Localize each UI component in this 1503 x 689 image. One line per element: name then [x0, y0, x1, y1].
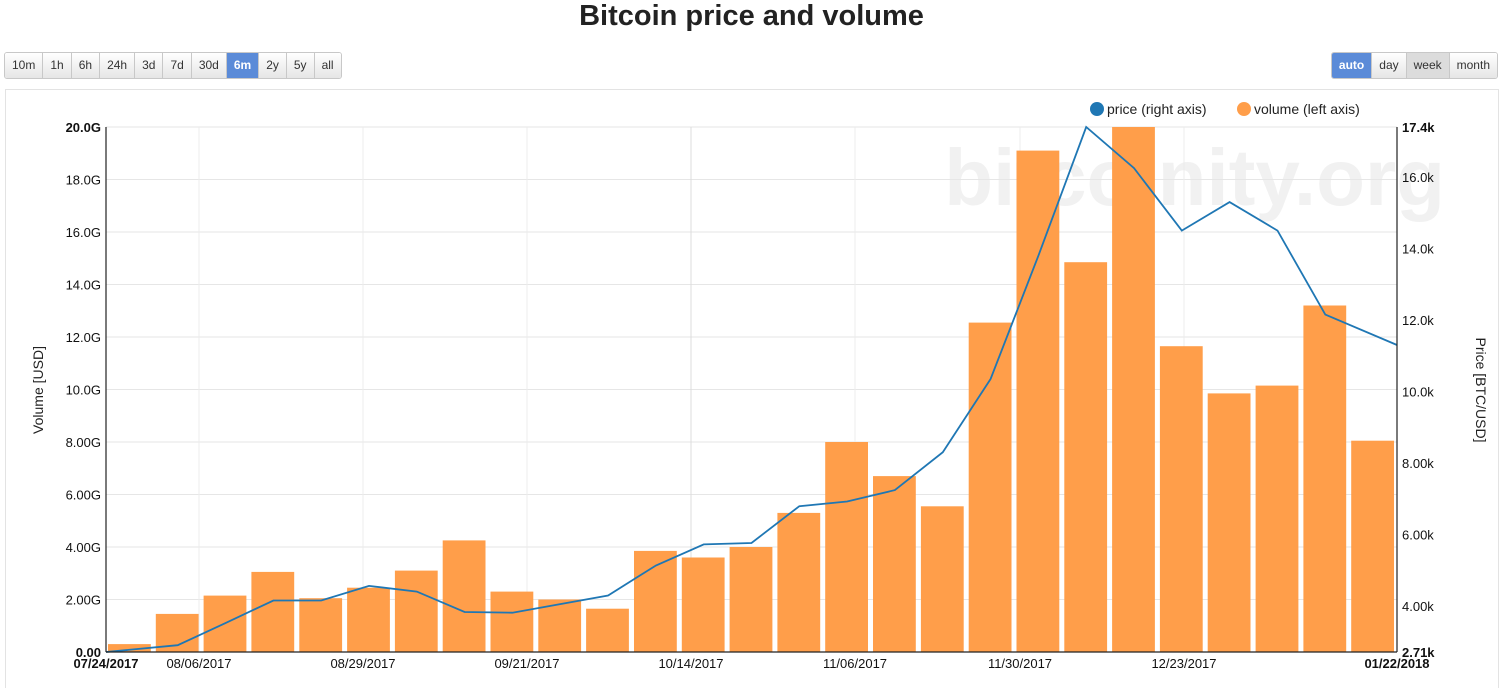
- range-button-7d[interactable]: 7d: [162, 53, 191, 78]
- range-button-24h[interactable]: 24h: [99, 53, 135, 78]
- volume-bar: [873, 476, 916, 652]
- y-tick-label: 18.0G: [66, 173, 101, 188]
- group-button-week[interactable]: week: [1405, 53, 1449, 78]
- range-button-3d[interactable]: 3d: [134, 53, 163, 78]
- range-button-5y[interactable]: 5y: [285, 53, 314, 78]
- time-range-selector: 10m 1h 6h 24h 3d 7d 30d 6m 2y 5y all: [4, 52, 342, 79]
- axes: 0.00 2.00G 4.00G 6.00G 8.00G 10.0G 12.0G 14.0G 1…: [30, 120, 1489, 671]
- volume-bar: [538, 599, 582, 652]
- range-button-1h[interactable]: 1h: [42, 53, 71, 78]
- legend: price (right axis) volume (left axis): [1090, 101, 1360, 117]
- y2-tick-label: 6.00k: [1402, 527, 1434, 542]
- y2-tick-label: 12.0k: [1402, 313, 1434, 328]
- y-tick-label: 12.0G: [66, 330, 101, 345]
- range-button-30d[interactable]: 30d: [190, 53, 226, 78]
- y2-tick-label: 14.0k: [1402, 242, 1434, 257]
- y2-tick-label: 17.4k: [1402, 120, 1435, 135]
- legend-volume-label: volume (left axis): [1254, 101, 1360, 117]
- y2-tick-label: 8.00k: [1402, 456, 1434, 471]
- range-button-all[interactable]: all: [313, 53, 341, 78]
- y-tick-label: 4.00G: [66, 540, 101, 555]
- volume-bar: [108, 644, 151, 652]
- x-tick-label: 10/14/2017: [658, 656, 723, 671]
- y-tick-label: 6.00G: [66, 488, 101, 503]
- y2-tick-label: 2.71k: [1402, 645, 1435, 660]
- y2-axis-title: Price [BTC/USD]: [1473, 337, 1489, 442]
- volume-bar: [920, 506, 964, 652]
- volume-bar: [1255, 385, 1299, 652]
- group-button-day[interactable]: day: [1371, 53, 1406, 78]
- y-tick-label: 8.00G: [66, 435, 101, 450]
- volume-bar: [1159, 346, 1203, 652]
- grouping-selector: auto day week month: [1330, 52, 1498, 79]
- x-tick-label: 08/29/2017: [330, 656, 395, 671]
- volume-bar: [490, 591, 534, 652]
- volume-bar: [251, 571, 295, 652]
- group-button-auto[interactable]: auto: [1331, 53, 1372, 78]
- y-axis-title: Volume [USD]: [30, 346, 46, 434]
- x-tick-label: 11/06/2017: [823, 656, 887, 671]
- volume-bar: [777, 512, 821, 652]
- volume-bar: [394, 570, 438, 652]
- y-tick-label: 14.0G: [66, 278, 101, 293]
- chart-title: Bitcoin price and volume: [579, 0, 924, 32]
- y-tick-label: 2.00G: [66, 593, 101, 608]
- volume-bar: [1303, 305, 1347, 652]
- volume-bar: [1351, 440, 1394, 652]
- x-tick-label: 08/06/2017: [166, 656, 231, 671]
- volume-bar: [1207, 393, 1251, 652]
- y2-tick-label: 16.0k: [1402, 170, 1434, 185]
- x-tick-label: 09/21/2017: [494, 656, 559, 671]
- volume-bars: [108, 127, 1394, 652]
- legend-price-swatch: [1090, 102, 1104, 116]
- volume-bar: [586, 608, 629, 652]
- group-button-month[interactable]: month: [1448, 53, 1497, 78]
- chart-frame: [5, 89, 1499, 688]
- range-button-10m[interactable]: 10m: [5, 53, 43, 78]
- y-tick-label: 0.00: [76, 645, 101, 660]
- volume-bar: [1016, 150, 1060, 652]
- x-tick-label: 07/24/2017: [73, 656, 138, 671]
- legend-volume-swatch: [1237, 102, 1251, 116]
- x-tick-label: 11/30/2017: [988, 656, 1052, 671]
- y2-tick-label: 4.00k: [1402, 599, 1434, 614]
- price-line: [105, 125, 1398, 653]
- range-button-6h[interactable]: 6h: [70, 53, 100, 78]
- volume-bar: [1064, 262, 1108, 652]
- range-button-6m[interactable]: 6m: [225, 53, 259, 78]
- volume-bar: [1112, 127, 1155, 652]
- y2-tick-label: 10.0k: [1402, 384, 1434, 399]
- volume-bar: [347, 587, 390, 652]
- volume-bar: [729, 547, 773, 652]
- range-button-2y[interactable]: 2y: [258, 53, 286, 78]
- volume-bar: [968, 322, 1012, 652]
- legend-price-label: price (right axis): [1107, 101, 1207, 117]
- y-tick-label: 16.0G: [66, 225, 101, 240]
- volume-bar: [681, 557, 725, 652]
- volume-bar: [442, 540, 486, 652]
- volume-bar: [634, 550, 677, 652]
- volume-bar: [825, 442, 868, 652]
- x-tick-label: 12/23/2017: [1151, 656, 1216, 671]
- volume-bar: [299, 598, 343, 652]
- y-tick-label: 20.0G: [66, 120, 101, 135]
- x-tick-label: 01/22/2018: [1364, 656, 1429, 671]
- y-tick-label: 10.0G: [66, 383, 101, 398]
